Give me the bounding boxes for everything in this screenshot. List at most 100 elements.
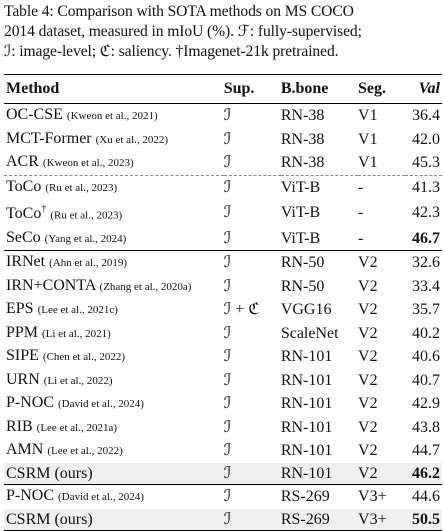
method-name: IRNet <box>6 253 45 270</box>
method-label: IRN+CONTA <box>6 276 96 294</box>
seg-cell: V2 <box>358 277 378 295</box>
supervision-cell: ℐ <box>223 324 232 342</box>
table-row: AMN (Lee et al., 2022) ℐ RN-101 V2 44.7 <box>4 439 442 463</box>
backbone-cell: VGG16 <box>280 301 332 319</box>
method-name: EPS <box>6 300 34 317</box>
table-row: URN (Li et al., 2022) ℐ RN-101 V2 40.7 <box>4 369 442 393</box>
method-cell: AMN (Lee et al., 2022) <box>4 439 224 463</box>
table-row: ACR (Kweon et al., 2023) ℐ RN-38 V1 45.3 <box>4 151 442 175</box>
method-label: MCT-Former <box>6 129 92 147</box>
method-label: ToCo <box>6 177 42 195</box>
supervision-cell: ℐ <box>223 418 232 436</box>
method-name: RIB <box>6 418 33 435</box>
val-cell: 41.3 <box>405 174 442 199</box>
val-cell: 43.8 <box>412 418 440 436</box>
method-label: AMN <box>6 441 44 459</box>
method-cell: IRN+CONTA (Zhang et al., 2020a) <box>4 275 224 299</box>
table-body: OC-CSE (Kweon et al., 2021) ℐ RN-38 V1 36.4 M… <box>4 103 442 531</box>
method-name: SeCo <box>6 229 41 246</box>
table-row: MCT-Former (Xu et al., 2022) ℐ RN-38 V1 42.0 <box>4 128 442 152</box>
method-name: URN <box>6 371 40 388</box>
method-name: SIPE <box>6 347 39 364</box>
method-cell: PPM (Li et al., 2021) <box>4 322 224 346</box>
citation: (Lee et al., 2021c) <box>37 304 118 317</box>
supervision-cell: ℐ <box>223 508 281 531</box>
method-name: ToCo <box>6 178 41 195</box>
backbone-cell: RN-38 <box>280 154 325 171</box>
seg-cell: V1 <box>358 130 378 148</box>
method-label: CSRM (ours) <box>6 464 93 482</box>
method-label: EPS <box>6 300 34 318</box>
method-cell: SeCo (Yang et al., 2024) <box>4 227 224 251</box>
supervision-cell: ℐ <box>223 371 232 389</box>
header-backbone: B.bone <box>280 74 359 104</box>
seg-cell: V2 <box>358 395 378 413</box>
method-cell: CSRM (ours) <box>4 462 224 485</box>
table-caption: Table 4: Comparison with SOTA methods on… <box>4 2 442 62</box>
backbone-cell: RS-269 <box>280 484 359 509</box>
method-name: OC-CSE <box>6 106 63 123</box>
header-row: Method Sup. B.bone Seg. Val <box>4 74 442 104</box>
citation: (Kweon et al., 2021) <box>66 110 158 122</box>
table-row: ToCo† (Ru et al., 2023) ℐ ViT-B -42.3 <box>4 199 442 227</box>
method-label: IRNet <box>6 253 46 271</box>
method-label: ACR <box>6 153 39 170</box>
citation: (Ru et al., 2023) <box>45 181 118 194</box>
caption-line-3: ℐ: image-level; ℭ: saliency. †Imagenet-2… <box>4 43 339 60</box>
supervision-cell: ℐ <box>223 442 232 460</box>
header-method: Method <box>4 74 224 104</box>
val-cell: 40.2 <box>412 324 440 342</box>
seg-cell: - <box>358 229 364 247</box>
method-label: PPM <box>6 323 39 341</box>
supervision-cell: ℐ <box>223 348 232 366</box>
seg-cell: V2 <box>358 324 378 342</box>
val-cell: 42.9 <box>412 395 440 413</box>
seg-cell: V1 <box>358 103 406 128</box>
supervision-cell: ℐ <box>223 103 281 128</box>
method-cell: MCT-Former (Xu et al., 2022) <box>4 128 224 152</box>
method-label: ToCo <box>6 205 42 223</box>
citation: (Yang et al., 2024) <box>44 232 127 245</box>
seg-cell: V1 <box>358 154 378 171</box>
seg-cell: - <box>358 174 406 199</box>
citation: (Kweon et al., 2023) <box>42 157 134 169</box>
val-cell: 42.0 <box>412 130 440 148</box>
header-val: Val <box>405 74 442 104</box>
table-row: P-NOC (David et al., 2024) ℐ RS-269 V3+ 44.6 <box>4 484 442 509</box>
seg-cell: V2 <box>358 462 406 485</box>
seg-cell: - <box>358 204 364 222</box>
method-label: RIB <box>6 417 33 435</box>
method-cell: IRNet (Ahn et al., 2019) <box>4 250 224 275</box>
method-name: MCT-Former <box>6 130 92 147</box>
caption-line-2: 2014 dataset, measured in mIoU (%). ℱ: f… <box>4 23 362 40</box>
comparison-table: Method Sup. B.bone Seg. Val OC-CSE (Kweo… <box>4 74 442 531</box>
method-name: AMN <box>6 441 43 458</box>
method-label: P-NOC <box>6 487 55 505</box>
citation: (Li et al., 2022) <box>43 374 113 387</box>
seg-cell: V2 <box>358 442 378 460</box>
seg-cell: V3+ <box>358 484 406 509</box>
supervision-cell: ℐ <box>223 277 232 295</box>
table-row: IRN+CONTA (Zhang et al., 2020a) ℐ RN-50 V2 3… <box>4 275 442 299</box>
method-cell: URN (Li et al., 2022) <box>4 369 224 393</box>
seg-cell: V2 <box>358 348 378 366</box>
method-cell: SIPE (Chen et al., 2022) <box>4 345 224 369</box>
seg-cell: V2 <box>358 301 378 319</box>
method-cell: ToCo (Ru et al., 2023) <box>4 174 224 199</box>
backbone-cell: RN-50 <box>280 250 359 275</box>
val-cell: 42.3 <box>412 204 440 222</box>
val-cell: 50.5 <box>405 508 442 531</box>
table-row: PPM (Li et al., 2021) ℐ ScaleNet V2 40.2 <box>4 322 442 346</box>
backbone-cell: RN-101 <box>280 418 333 436</box>
citation: (Ahn et al., 2019) <box>49 257 128 270</box>
method-name: CSRM (ours) <box>6 465 93 482</box>
citation: (David et al., 2024) <box>58 491 144 504</box>
citation: (Ru et al., 2023) <box>50 209 123 222</box>
table-row: P-NOC (David et al., 2024) ℐ RN-101 V2 42.9 <box>4 392 442 416</box>
supervision-cell: ℐ <box>223 250 281 275</box>
val-cell: 36.4 <box>405 103 442 128</box>
val-cell: 46.7 <box>412 229 440 247</box>
table-row: CSRM (ours) ℐ RN-101 V2 46.2 <box>4 462 442 485</box>
paper-page: Table 4: Comparison with SOTA methods on… <box>4 2 442 531</box>
table-row: IRNet (Ahn et al., 2019) ℐ RN-50 V2 32.6 <box>4 250 442 275</box>
